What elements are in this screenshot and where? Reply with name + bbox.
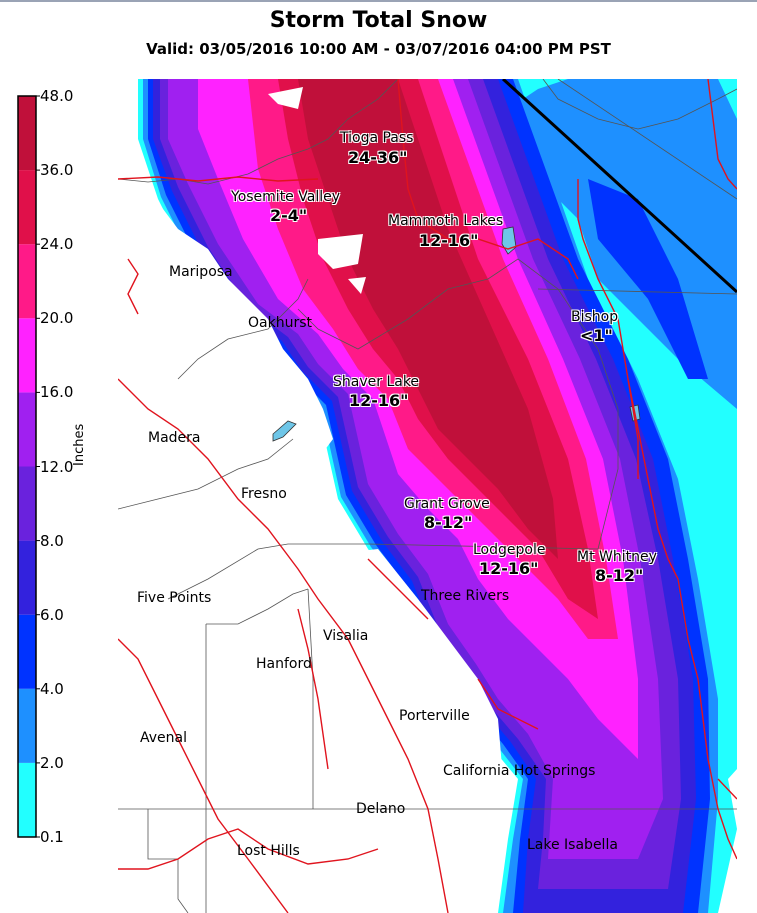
city-label-fresno: Fresno <box>241 486 287 502</box>
colorbar-bin <box>18 392 36 467</box>
nevada-road <box>557 79 737 200</box>
city-label-lost-hills: Lost Hills <box>237 843 300 859</box>
point-name-mt-whitney: Mt Whitney <box>577 549 657 565</box>
colorbar-tick-label: 24.0 <box>40 235 74 254</box>
city-label-avenal: Avenal <box>140 730 187 746</box>
city-label-three-rivers: Three Rivers <box>421 588 510 604</box>
point-amount-lodgepole: 12-16" <box>479 559 539 578</box>
point-amount-bishop: <1" <box>580 326 613 345</box>
colorbar-bin <box>18 466 36 541</box>
top-border <box>0 0 757 2</box>
city-label-hanford: Hanford <box>256 656 312 672</box>
colorbar-tick-label: 16.0 <box>40 383 74 402</box>
city-label-lake-isabella: Lake Isabella <box>527 837 618 853</box>
no-snow-pocket <box>268 87 303 109</box>
point-amount-tioga-pass: 24-36" <box>348 148 408 167</box>
city-label-porterville: Porterville <box>399 708 470 724</box>
point-name-mammoth-lakes: Mammoth Lakes <box>388 213 504 229</box>
point-amount-mt-whitney: 8-12" <box>595 566 644 585</box>
colorbar-tick-label: 2.0 <box>40 753 64 772</box>
point-name-yosemite-valley: Yosemite Valley <box>231 189 340 205</box>
colorbar-tick-label: 4.0 <box>40 679 64 698</box>
colorbar-tick-label: 20.0 <box>40 309 74 328</box>
city-label-california-hot-springs: California Hot Springs <box>443 763 596 779</box>
point-name-tioga-pass: Tioga Pass <box>340 130 414 146</box>
colorbar-tick-label: 8.0 <box>40 531 64 550</box>
point-amount-grant-grove: 8-12" <box>424 513 473 532</box>
band-36 <box>298 79 558 559</box>
point-amount-mammoth-lakes: 12-16" <box>419 231 479 250</box>
colorbar-bins <box>18 96 36 837</box>
point-name-grant-grove: Grant Grove <box>404 496 490 512</box>
highways <box>118 79 737 913</box>
colorbar-bin <box>18 762 36 837</box>
colorbar-bin <box>18 96 36 171</box>
colorbar-tick-label: 12.0 <box>40 457 74 476</box>
colorbar-tick-label: 0.1 <box>40 828 64 846</box>
colorbar-bin <box>18 540 36 615</box>
millerton-lake <box>272 420 297 442</box>
point-amount-yosemite-valley: 2-4" <box>270 206 308 225</box>
colorbar-title: Inches <box>72 423 87 466</box>
colorbar-bin <box>18 688 36 763</box>
colorbar-ticks <box>36 95 40 838</box>
city-label-visalia: Visalia <box>323 628 369 644</box>
no-snow-pocket <box>318 234 363 269</box>
state-line <box>501 79 737 294</box>
city-label-delano: Delano <box>356 801 406 817</box>
county-lines <box>118 79 737 913</box>
valley-floor <box>118 549 503 913</box>
valley-floor <box>118 179 333 579</box>
colorbar-bin <box>18 318 36 393</box>
city-label-five-points: Five Points <box>137 590 212 606</box>
colorbar-tick-label: 6.0 <box>40 605 64 624</box>
colorbar-bin <box>18 614 36 689</box>
city-label-madera: Madera <box>148 430 201 446</box>
colorbar-tick-label: 36.0 <box>40 161 74 180</box>
city-label-oakhurst: Oakhurst <box>248 315 312 331</box>
map-subtitle: Valid: 03/05/2016 10:00 AM - 03/07/2016 … <box>146 40 611 58</box>
city-label-mariposa: Mariposa <box>169 264 233 280</box>
no-snow-pocket <box>348 277 366 294</box>
snow-map <box>118 79 737 913</box>
colorbar-bin <box>18 244 36 319</box>
colorbar-tick-label: 48.0 <box>40 87 74 105</box>
point-name-lodgepole: Lodgepole <box>473 542 546 558</box>
map-title: Storm Total Snow <box>269 8 488 33</box>
point-amount-shaver-lake: 12-16" <box>349 391 409 410</box>
point-name-bishop: Bishop <box>571 309 619 325</box>
colorbar-bin <box>18 170 36 245</box>
point-name-shaver-lake: Shaver Lake <box>333 374 420 390</box>
